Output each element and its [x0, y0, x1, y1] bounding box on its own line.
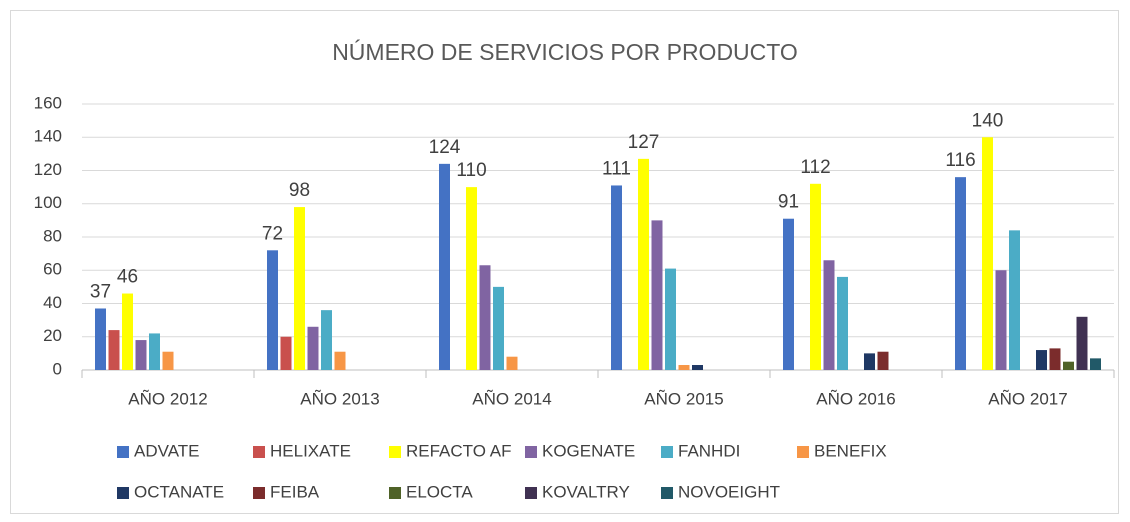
- y-tick-label: 100: [34, 193, 62, 212]
- bar: [439, 163, 450, 370]
- bar: [783, 218, 794, 370]
- y-tick-label: 40: [43, 293, 62, 312]
- data-label: 37: [90, 282, 111, 303]
- x-tick-label: AÑO 2013: [300, 389, 379, 408]
- bar: [321, 310, 332, 370]
- bar: [837, 276, 848, 370]
- bar: [162, 351, 174, 370]
- bar: [122, 293, 133, 370]
- x-tick-label: AÑO 2017: [988, 389, 1067, 408]
- data-label: 110: [456, 160, 486, 181]
- bar: [982, 137, 993, 370]
- legend-label: REFACTO AF: [406, 441, 512, 460]
- bar: [823, 260, 835, 370]
- bar: [1009, 230, 1020, 370]
- legend-label: HELIXATE: [270, 441, 351, 460]
- y-tick-label: 120: [34, 160, 62, 179]
- bar: [692, 365, 703, 370]
- legend-swatch: [253, 487, 265, 499]
- bar: [493, 286, 504, 370]
- data-label: 140: [972, 110, 1004, 131]
- y-tick-label: 0: [53, 359, 62, 378]
- bar: [1049, 348, 1061, 370]
- bar: [334, 351, 346, 370]
- chart-title: NÚMERO DE SERVICIOS POR PRODUCTO: [332, 39, 798, 65]
- y-tick-label: 80: [43, 226, 62, 245]
- bar: [638, 158, 649, 370]
- data-label: 127: [628, 132, 660, 153]
- y-tick-label: 160: [34, 93, 62, 112]
- data-label: 72: [262, 223, 283, 244]
- data-label: 46: [117, 267, 138, 288]
- bar: [267, 250, 278, 370]
- bar: [665, 268, 676, 370]
- bar: [108, 330, 120, 370]
- legend-label: BENEFIX: [814, 441, 887, 460]
- bar: [135, 340, 147, 370]
- legend-label: FANHDI: [678, 441, 740, 460]
- legend-label: KOVALTRY: [542, 482, 630, 501]
- legend-swatch: [525, 446, 537, 458]
- x-tick-label: AÑO 2012: [128, 389, 207, 408]
- bar: [651, 220, 663, 370]
- bar: [955, 177, 966, 370]
- y-tick-label: 140: [34, 127, 62, 146]
- legend-label: OCTANATE: [134, 482, 224, 501]
- x-tick-label: AÑO 2015: [644, 389, 723, 408]
- data-label: 91: [778, 192, 799, 213]
- bar: [995, 270, 1007, 370]
- legend-swatch: [661, 446, 673, 458]
- data-label: 112: [800, 157, 830, 178]
- legend-label: KOGENATE: [542, 441, 635, 460]
- bar: [877, 351, 889, 370]
- chart-border: [10, 10, 1119, 514]
- bar: [1090, 358, 1101, 370]
- data-label: 116: [945, 150, 975, 171]
- y-tick-label: 60: [43, 260, 62, 279]
- legend-swatch: [389, 446, 401, 458]
- legend-label: FEIBA: [270, 482, 320, 501]
- bar: [611, 185, 622, 370]
- bar: [1036, 350, 1047, 370]
- bar: [95, 308, 106, 370]
- bar: [149, 333, 160, 370]
- x-tick-label: AÑO 2014: [472, 389, 551, 408]
- bar: [810, 183, 821, 370]
- bar: [466, 187, 477, 370]
- legend-label: ELOCTA: [406, 482, 473, 501]
- y-tick-label: 20: [43, 326, 62, 345]
- legend-swatch: [661, 487, 673, 499]
- data-label: 111: [602, 158, 631, 179]
- bar: [1076, 316, 1088, 370]
- legend-label: NOVOEIGHT: [678, 482, 780, 501]
- bar: [864, 353, 875, 370]
- legend-swatch: [525, 487, 537, 499]
- bar: [307, 326, 319, 370]
- bar: [678, 365, 690, 370]
- legend-swatch: [253, 446, 265, 458]
- data-label: 124: [429, 137, 461, 158]
- legend-swatch: [389, 487, 401, 499]
- bar: [479, 265, 491, 370]
- bar: [1063, 361, 1074, 370]
- bar: [294, 207, 305, 370]
- bar: [280, 336, 292, 370]
- bar: [506, 356, 518, 370]
- legend-swatch: [797, 446, 809, 458]
- legend-swatch: [117, 446, 129, 458]
- legend-label: ADVATE: [134, 441, 200, 460]
- x-tick-label: AÑO 2016: [816, 389, 895, 408]
- data-label: 98: [289, 180, 310, 201]
- legend-swatch: [117, 487, 129, 499]
